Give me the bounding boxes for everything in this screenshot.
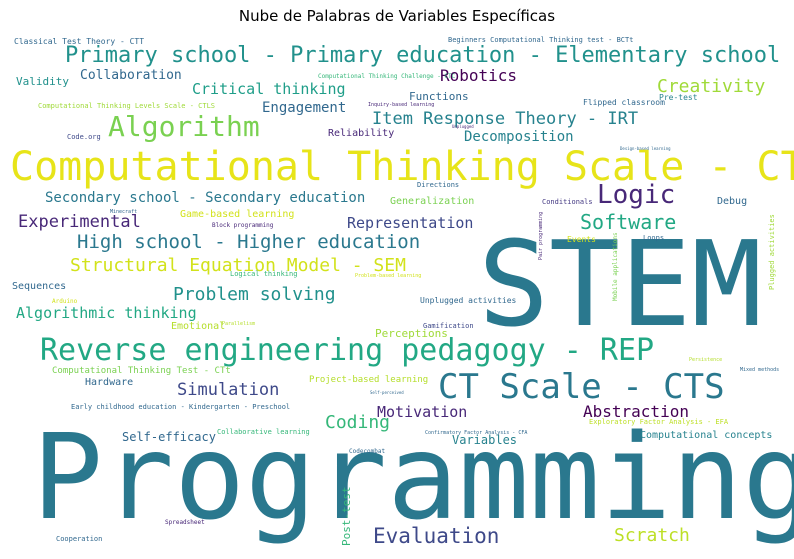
word-coding: Coding (325, 412, 390, 433)
word-flipped-classroom: Flipped classroom (583, 98, 665, 107)
word-problem-based-learning: Problem-based learning (355, 273, 421, 279)
word-variables: Variables (452, 433, 517, 447)
word-experimental: Experimental (18, 212, 141, 232)
word-evaluation: Evaluation (373, 524, 499, 548)
word-high-school-higher-education: High school - Higher education (77, 231, 420, 253)
word-unplugged-activities: Unplugged activities (420, 296, 517, 305)
word-debug: Debug (717, 196, 747, 207)
word-software: Software (580, 210, 676, 234)
word-abstraction: Abstraction (583, 402, 689, 421)
word-exploratory-factor-analysis-efa: Exploratory Factor Analysis - EFA (589, 418, 729, 426)
word-perceptions: Perceptions (375, 327, 448, 340)
word-pair-programming: Pair programming (538, 212, 544, 260)
word-parallelism: Parallelism (222, 321, 255, 327)
word-creativity: Creativity (657, 76, 766, 97)
word-pre-test: Pre-test (659, 93, 698, 102)
word-conditionals: Conditionals (542, 198, 593, 206)
word-directions: Directions (417, 181, 459, 189)
word-secondary-school-secondary-education: Secondary school - Secondary education (45, 190, 365, 206)
word-primary-school-primary-education-elementary-school: Primary school - Primary education - Ele… (65, 43, 780, 68)
word-computational-thinking-challenge-ctc: Computational Thinking Challenge - CTC (318, 73, 456, 80)
word-minecraft: Minecraft (110, 209, 137, 215)
word-collaboration: Collaboration (80, 68, 182, 83)
word-decomposition: Decomposition (464, 129, 574, 145)
word-design-based-learning: Design-based learning (620, 146, 671, 151)
word-sequences: Sequences (12, 281, 66, 292)
word-persistence: Persistence (689, 357, 722, 363)
word-structural-equation-model-sem: Structural Equation Model - SEM (70, 255, 406, 276)
word-unplugged: Unplugged (452, 124, 474, 129)
word-mixed-methods: Mixed methods (740, 367, 779, 373)
word-generalization: Generalization (390, 196, 474, 207)
word-code-org: Code.org (67, 133, 101, 141)
word-scratch: Scratch (614, 525, 690, 546)
word-logical-thinking: Logical thinking (230, 270, 297, 278)
word-programming: Programming (32, 408, 794, 546)
word-logic: Logic (597, 180, 675, 210)
word-block-programming: Block programming (212, 222, 274, 229)
word-motivation: Motivation (377, 403, 467, 421)
word-beginners-computational-thinking-test-bctt: Beginners Computational Thinking test - … (448, 36, 633, 44)
word-plugged-activities: Plugged activities (768, 214, 776, 290)
word-item-response-theory-irt: Item Response Theory - IRT (372, 109, 638, 129)
word-engagement: Engagement (262, 100, 346, 116)
word-inquiry-based-learning: Inquiry-based learning (368, 102, 434, 108)
word-computational-thinking-test-ctt: Computational Thinking Test - CTt (52, 366, 231, 376)
word-computational-thinking-levels-scale-ctls: Computational Thinking Levels Scale - CT… (38, 102, 215, 110)
word-simulation: Simulation (177, 380, 279, 400)
word-collaborative-learning: Collaborative learning (217, 428, 310, 436)
word-representation: Representation (347, 214, 473, 232)
word-self-efficacy: Self-efficacy (122, 430, 216, 444)
word-emotional: Emotional (171, 321, 225, 332)
word-spreadsheet: Spreadsheet (165, 519, 205, 526)
word-reliability: Reliability (328, 128, 394, 139)
word-post-test: Post-test (340, 486, 353, 546)
word-self-perceived: Self-perceived (370, 390, 404, 395)
word-events: Events (567, 235, 596, 244)
word-confirmatory-factor-analysis-cfa: Confirmatory Factor Analysis - CFA (425, 430, 527, 436)
word-computational-concepts: Computational concepts (640, 430, 772, 441)
word-validity: Validity (16, 75, 69, 88)
word-early-childhood-education-kindergarten-preschool: Early childhood education - Kindergarten… (71, 403, 290, 411)
word-hardware: Hardware (85, 377, 133, 388)
word-codecombat: Codecombat (349, 448, 386, 455)
word-project-based-learning: Project-based learning (309, 375, 428, 385)
word-algorithm: Algorithm (108, 110, 260, 143)
chart-title: Nube de Palabras de Variables Específica… (238, 7, 556, 25)
word-algorithmic-thinking: Algorithmic thinking (16, 304, 197, 322)
word-classical-test-theory-ctt: Classical Test Theory - CTT (14, 37, 144, 46)
word-ct-scale-cts: CT Scale - CTS (438, 367, 725, 407)
word-functions: Functions (409, 90, 469, 103)
word-problem-solving: Problem solving (173, 284, 336, 305)
word-mobile-applications: Mobile applications (612, 232, 619, 301)
word-robotics: Robotics (440, 66, 517, 85)
word-game-based-learning: Game-based learning (180, 209, 294, 220)
word-computational-thinking-scale-cts: Computational Thinking Scale - CTS (10, 144, 794, 190)
word-gamification: Gamification (423, 322, 474, 330)
word-arduino: Arduino (52, 298, 78, 305)
word-reverse-engineering-pedagogy-rep: Reverse engineering pedagogy - REP (40, 333, 654, 368)
word-cooperation: Cooperation (56, 535, 102, 543)
word-stem: STEM (478, 215, 762, 353)
word-critical-thinking: Critical thinking (192, 80, 346, 98)
word-loops: Loops (643, 234, 664, 242)
